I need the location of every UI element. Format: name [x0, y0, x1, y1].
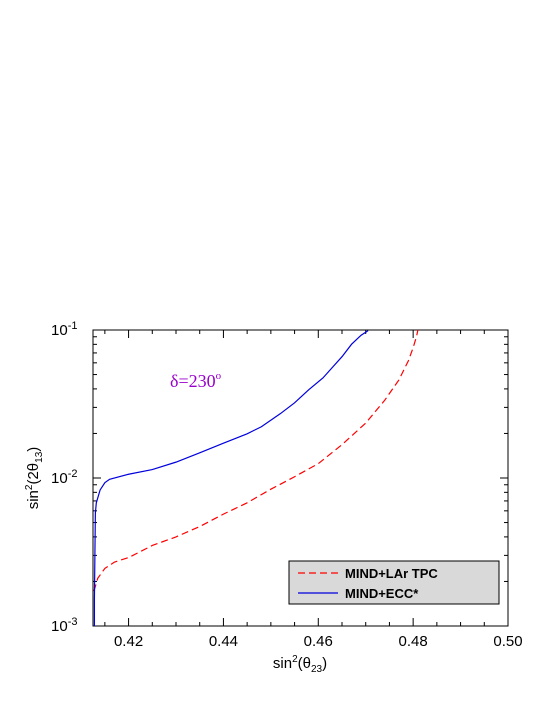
y-axis-label: sin2(2θ13)	[24, 447, 45, 510]
legend-label-ecc: MIND+ECC*	[345, 586, 419, 601]
y-tick-label: 10-2	[51, 468, 77, 487]
series-group	[93, 329, 419, 626]
x-tick-label: 0.50	[493, 633, 522, 650]
y-tick-labels: 10-3 10-2 10-1	[51, 320, 77, 635]
delta-annotation: δ=230o	[170, 370, 222, 391]
x-axis-label: sin2(θ23)	[273, 654, 327, 675]
legend: MIND+LAr TPC MIND+ECC*	[288, 560, 500, 605]
legend-box	[288, 560, 500, 605]
tick-group	[93, 329, 509, 627]
x-tick-label: 0.42	[114, 633, 143, 650]
series-line-mind-lar-tpc	[93, 329, 419, 592]
x-tick-label: 0.48	[399, 633, 428, 650]
legend-label-lar: MIND+LAr TPC	[345, 566, 438, 581]
y-tick-label: 10-1	[51, 320, 77, 339]
x-tick-labels: 0.42 0.44 0.46 0.48 0.50	[114, 633, 523, 650]
y-tick-label: 10-3	[51, 616, 77, 635]
x-tick-label: 0.46	[304, 633, 333, 650]
x-tick-label: 0.44	[209, 633, 238, 650]
series-line-mind-ecc	[93, 330, 369, 626]
